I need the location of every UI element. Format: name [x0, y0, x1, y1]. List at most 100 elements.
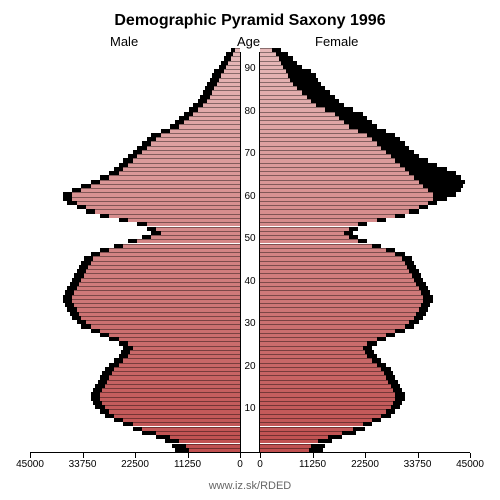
female-bar-row: [260, 78, 470, 82]
female-bar-row: [260, 133, 470, 137]
male-bar-row: [30, 137, 240, 141]
male-bar: [72, 197, 240, 201]
male-bar: [114, 414, 240, 418]
female-bar-row: [260, 405, 470, 409]
male-bar-row: [30, 337, 240, 341]
female-bar: [260, 269, 409, 273]
female-bar: [260, 431, 342, 435]
female-bar-row: [260, 363, 470, 367]
female-bar-row: [260, 380, 470, 384]
age-axis: 102030405060708090: [240, 52, 260, 452]
male-bar-row: [30, 175, 240, 179]
male-bar: [77, 201, 240, 205]
x-tick-label: 33750: [404, 459, 432, 470]
female-bar: [260, 56, 279, 60]
female-bar-row: [260, 73, 470, 77]
male-bar-row: [30, 214, 240, 218]
female-bar-row: [260, 214, 470, 218]
male-bar-row: [30, 120, 240, 124]
male-bar: [142, 150, 240, 154]
female-bar-row: [260, 337, 470, 341]
male-bar-row: [30, 69, 240, 73]
female-bar: [260, 380, 388, 384]
female-bar: [260, 286, 419, 290]
male-bar: [210, 95, 240, 99]
age-tick-label: 20: [241, 362, 259, 372]
female-bar-row: [260, 56, 470, 60]
female-bar-row: [260, 163, 470, 167]
x-tick-label: 11250: [299, 459, 326, 470]
male-bar-row: [30, 158, 240, 162]
female-bar: [260, 444, 311, 448]
female-bar-row: [260, 95, 470, 99]
female-bar: [260, 388, 393, 392]
x-tick: [418, 453, 419, 458]
male-bar: [193, 112, 240, 116]
male-bar-row: [30, 167, 240, 171]
female-bar: [260, 69, 286, 73]
male-bar-row: [30, 201, 240, 205]
male-bar-row: [30, 231, 240, 235]
male-bar: [100, 252, 240, 256]
female-bar: [260, 222, 358, 226]
male-bar-row: [30, 295, 240, 299]
female-bar: [260, 214, 395, 218]
x-tick: [188, 453, 189, 458]
female-bar: [260, 401, 393, 405]
female-bar: [260, 65, 283, 69]
female-bar: [260, 120, 344, 124]
female-side: [260, 52, 470, 452]
female-bar-row: [260, 235, 470, 239]
male-bar-row: [30, 52, 240, 56]
male-bar-row: [30, 312, 240, 316]
female-bar: [260, 409, 386, 413]
male-bar: [128, 163, 240, 167]
male-bar: [84, 273, 240, 277]
female-bar: [260, 341, 367, 345]
female-bar: [260, 124, 349, 128]
male-bar: [102, 401, 240, 405]
female-bar: [260, 99, 311, 103]
x-tick-label: 11250: [174, 459, 201, 470]
female-bar-row: [260, 167, 470, 171]
female-bar: [260, 422, 363, 426]
female-bar: [260, 163, 400, 167]
female-bar: [260, 290, 421, 294]
female-bar: [260, 307, 419, 311]
female-bar: [260, 358, 372, 362]
x-tick: [260, 453, 261, 458]
male-bar: [207, 99, 240, 103]
female-bar-row: [260, 278, 470, 282]
female-bar-row: [260, 116, 470, 120]
female-bar-row: [260, 397, 470, 401]
male-bar-row: [30, 316, 240, 320]
male-bar: [102, 388, 240, 392]
female-bar: [260, 273, 412, 277]
male-bar-row: [30, 384, 240, 388]
male-bar-row: [30, 299, 240, 303]
female-bar: [260, 397, 395, 401]
male-bar: [81, 316, 240, 320]
female-bar-row: [260, 350, 470, 354]
female-bar-row: [260, 295, 470, 299]
pyramid-chart: 102030405060708090 450003375022500112500…: [30, 52, 470, 452]
male-bar-row: [30, 227, 240, 231]
female-bar: [260, 346, 363, 350]
male-bar: [114, 367, 240, 371]
female-bar: [260, 418, 372, 422]
female-bar-row: [260, 401, 470, 405]
x-tick: [30, 453, 31, 458]
male-bar: [170, 435, 240, 439]
female-bar: [260, 333, 386, 337]
male-bar-row: [30, 414, 240, 418]
male-bar-row: [30, 427, 240, 431]
male-bar-row: [30, 320, 240, 324]
female-bar-row: [260, 175, 470, 179]
female-bar-row: [260, 201, 470, 205]
female-bar: [260, 329, 395, 333]
male-bar-row: [30, 141, 240, 145]
female-bar: [260, 227, 349, 231]
female-bar: [260, 137, 372, 141]
female-bar: [260, 282, 416, 286]
female-bar-row: [260, 209, 470, 213]
